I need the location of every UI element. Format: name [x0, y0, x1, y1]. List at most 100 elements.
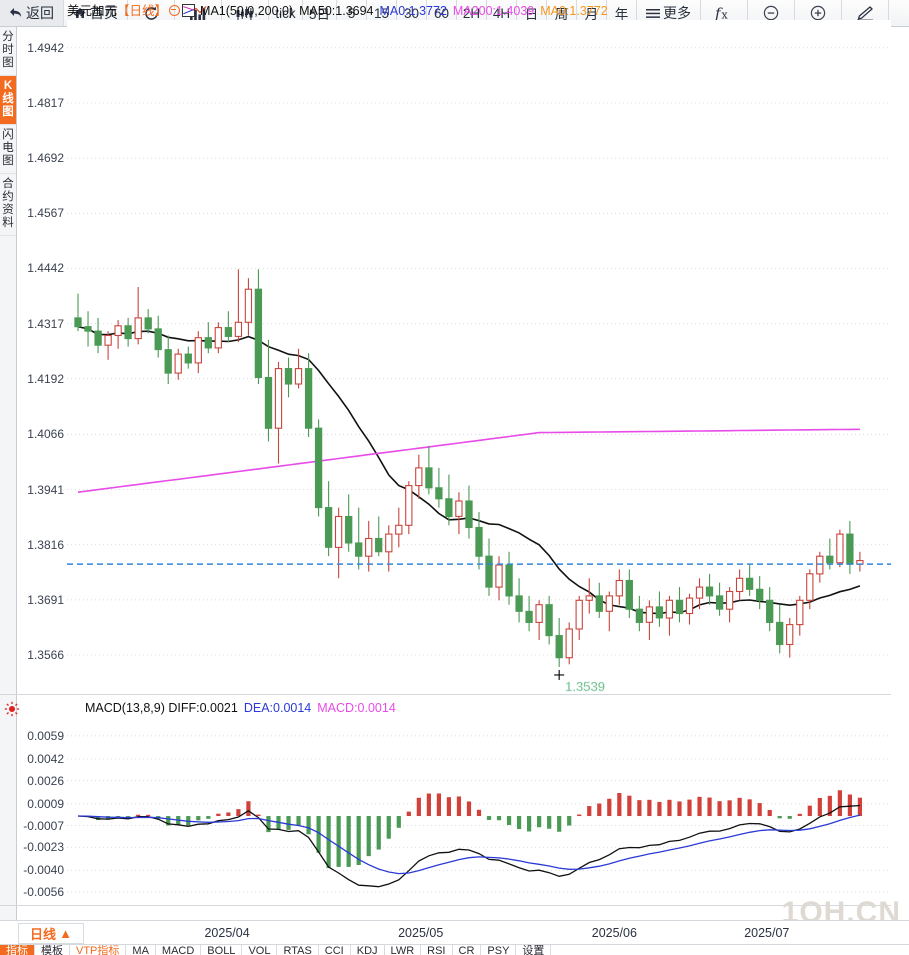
price-axis-tick: 1.3941: [27, 482, 64, 497]
price-chart-panel[interactable]: 1.3539: [67, 20, 891, 693]
candlestick-icon: [235, 5, 255, 22]
panel-divider-bottom: [0, 905, 891, 906]
indicator-button-lwr[interactable]: LWR: [385, 945, 422, 955]
price-axis-tick: 1.4942: [27, 40, 64, 55]
candlestick-type-button[interactable]: [222, 0, 269, 26]
indicator-button-cci[interactable]: CCI: [319, 945, 351, 955]
sidebar-item-contract-info[interactable]: 合约资料: [0, 174, 16, 236]
timeframe-15[interactable]: 15: [367, 0, 397, 26]
ma-formula-label: MA1(50,0,200,0): [200, 4, 294, 18]
macd-axis-tick: -0.0023: [23, 840, 64, 855]
timeframe-day[interactable]: 日: [517, 0, 547, 26]
timeframe-tick[interactable]: tick: [269, 0, 303, 26]
macd-chart-panel[interactable]: [67, 725, 891, 903]
symbol-name: 美元加元: [67, 4, 118, 18]
indicator-button-rtas[interactable]: RTAS: [277, 945, 319, 955]
timeframe-week[interactable]: 周: [547, 0, 577, 26]
period-selector-button[interactable]: 日线 ▲: [18, 923, 84, 944]
date-axis-tick: 2025/05: [398, 926, 444, 940]
svg-text:x: x: [722, 8, 729, 21]
price-chart-svg: 1.3539: [67, 47, 891, 693]
indicator-button-rsi[interactable]: RSI: [421, 945, 453, 955]
price-axis-tick: 1.4442: [27, 261, 64, 276]
ma-settings-icon[interactable]: [182, 4, 196, 17]
macd-dea-value: DEA:0.0014: [243, 701, 312, 715]
home-button[interactable]: 首页: [64, 0, 128, 26]
more-button[interactable]: 更多: [637, 0, 701, 26]
svg-text:f: f: [714, 5, 723, 22]
price-axis-tick: 1.4817: [27, 95, 64, 110]
indicator-button-boll[interactable]: BOLL: [201, 945, 243, 955]
price-axis-tick: 1.4567: [27, 206, 64, 221]
back-button[interactable]: 返回: [0, 0, 64, 26]
indicator-button-vol[interactable]: VOL: [242, 945, 278, 955]
pencil-icon: [855, 5, 875, 22]
macd-axis-tick: -0.0040: [23, 863, 64, 878]
indicator-button-vtp-indicator[interactable]: VTP指标: [70, 945, 127, 955]
price-axis-tick: 1.3691: [27, 592, 64, 607]
more-label: 更多: [663, 5, 691, 21]
price-axis: 1.4942 1.4817 1.4692 1.4567 1.4442 1.4317 1.41…: [0, 20, 64, 693]
ma0-blue-value: MA0:1.3772: [379, 4, 447, 18]
back-arrow-icon: [9, 7, 23, 19]
sidebar-item-timeshare-chart[interactable]: 分时图: [0, 27, 16, 76]
zoom-out-button[interactable]: [748, 0, 795, 26]
date-axis-tick: 2025/06: [591, 926, 637, 940]
price-axis-tick: 1.4192: [27, 371, 64, 386]
chart-header-legend: 美元加元【日线】 MA1(50,0,200,0) MA50:1.3694 MA0:1.…: [67, 2, 608, 18]
price-axis-tick: 1.4066: [27, 427, 64, 442]
period-selector-label: 日线: [30, 927, 57, 942]
timeframe-60[interactable]: 60: [427, 0, 457, 26]
price-axis-tick: 1.4692: [27, 151, 64, 166]
price-axis-tick: 1.3816: [27, 537, 64, 552]
macd-macd-value: MACD:0.0014: [317, 701, 396, 715]
sidebar-item-kline-chart[interactable]: K线图: [0, 76, 16, 125]
date-axis-tick: 2025/07: [744, 926, 790, 940]
minus-circle-icon[interactable]: [169, 5, 181, 16]
zoom-out-icon: [762, 4, 781, 23]
indicator-button-macd[interactable]: MACD: [156, 945, 202, 955]
indicator-toggle-button[interactable]: [2, 701, 22, 717]
indicator-button-indicator[interactable]: 指标: [0, 945, 35, 955]
indicator-button-cr[interactable]: CR: [453, 945, 482, 955]
sidebar-label-contract: 合约资料: [2, 178, 14, 229]
timeframe-5[interactable]: 5: [337, 0, 367, 26]
home-icon: [73, 7, 87, 19]
macd-axis-tick: -0.0007: [23, 818, 64, 833]
indicator-button-template[interactable]: 模板: [35, 945, 70, 955]
timeframe-month[interactable]: 月: [577, 0, 607, 26]
price-axis-tick: 1.4317: [27, 316, 64, 331]
indicator-button-settings[interactable]: 设置: [516, 945, 552, 955]
timeframe-30[interactable]: 30: [397, 0, 427, 26]
timeframe-2h[interactable]: 2H: [457, 0, 487, 26]
timeframe-year[interactable]: 年: [607, 0, 637, 26]
date-axis-row: 日线 ▲ 2025/04 2025/05 2025/06 2025/07: [0, 920, 909, 945]
zoom-in-button[interactable]: [795, 0, 842, 26]
ma0-orange-value: MA0:1.3772: [540, 4, 608, 18]
sun-icon: [4, 701, 20, 717]
date-axis-tick: 2025/04: [204, 926, 250, 940]
timeframe-5d[interactable]: 5日: [303, 0, 337, 26]
refresh-icon: [143, 5, 160, 22]
sidebar-item-lightning-chart[interactable]: 闪电图: [0, 125, 16, 174]
timeframe-4h[interactable]: 4H: [487, 0, 517, 26]
macd-axis-tick: 0.0042: [27, 751, 64, 766]
macd-axis-tick: 0.0026: [27, 773, 64, 788]
draw-tool-button[interactable]: [842, 0, 889, 26]
indicator-toolbar: 指标 模板 VTP指标 MA MACD BOLL VOL RTAS CCI KDJ LWR RSI CR…: [0, 944, 909, 955]
hamburger-icon: [646, 8, 660, 19]
ma200-value: MA200:1.4039: [452, 4, 535, 18]
back-label: 返回: [26, 5, 54, 21]
low-price-marker-label: 1.3539: [565, 679, 605, 693]
indicator-button-kdj[interactable]: KDJ: [351, 945, 385, 955]
indicator-button-ma[interactable]: MA: [126, 945, 156, 955]
zoom-in-icon: [809, 4, 828, 23]
sidebar-label-kline: K线图: [2, 80, 14, 118]
panel-divider-top: [0, 694, 891, 695]
left-sidebar: 分时图 K线图 闪电图 合约资料: [0, 27, 17, 928]
period-label: 【日线】: [117, 4, 168, 18]
indicator-button-psy[interactable]: PSY: [481, 945, 517, 955]
